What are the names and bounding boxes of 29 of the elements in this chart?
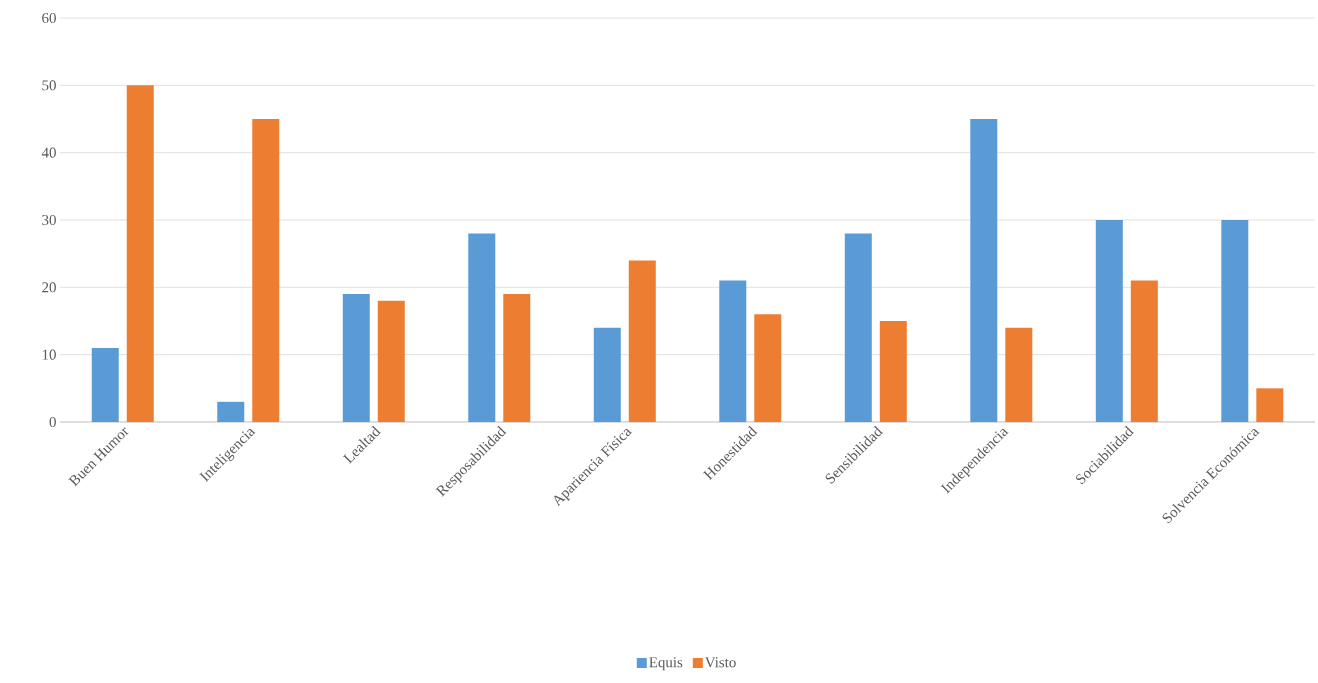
bar: [754, 314, 782, 422]
bar: [377, 300, 405, 422]
bar: [1095, 220, 1123, 422]
bar: [970, 119, 998, 422]
bar: [1221, 220, 1249, 422]
bar: [879, 321, 907, 422]
bar: [593, 327, 621, 422]
y-tick-label: 0: [49, 416, 56, 428]
bar: [844, 233, 872, 422]
bar: [252, 119, 280, 422]
bar: [503, 294, 531, 422]
y-tick-label: 60: [42, 12, 56, 24]
bar: [628, 260, 656, 422]
y-tick-label: 30: [42, 214, 56, 226]
bar: [1130, 280, 1158, 422]
y-tick-label: 10: [42, 349, 56, 360]
bar: [342, 294, 370, 422]
legend-label: Visto: [704, 657, 736, 668]
bar: [126, 85, 154, 422]
bar: [468, 233, 496, 422]
bar: [1005, 327, 1033, 422]
bar: [91, 347, 119, 422]
y-tick-label: 20: [42, 282, 56, 293]
bar: [1256, 388, 1284, 422]
bar: [217, 401, 245, 422]
y-tick-label: 40: [41, 147, 56, 158]
legend-label: Equis: [649, 657, 683, 671]
bar: [719, 280, 747, 422]
y-tick-label: 50: [42, 80, 56, 91]
